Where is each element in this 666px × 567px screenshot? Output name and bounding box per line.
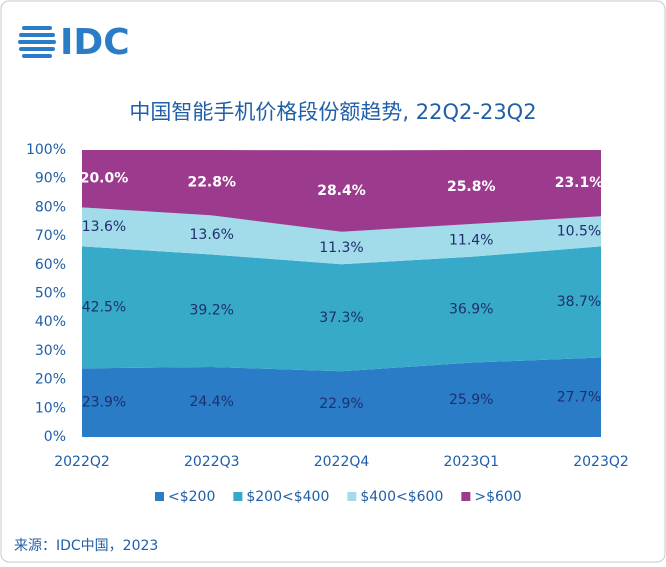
y-tick-label: 30% bbox=[35, 343, 66, 359]
area bbox=[82, 357, 601, 437]
y-tick-label: 80% bbox=[35, 199, 66, 215]
x-tick-label: 2023Q1 bbox=[443, 454, 499, 470]
data-label: 13.6% bbox=[190, 227, 234, 243]
legend-label: $400<$600 bbox=[360, 489, 443, 505]
data-label: 10.5% bbox=[557, 223, 601, 239]
y-tick-label: 60% bbox=[35, 257, 66, 273]
y-tick-label: 20% bbox=[35, 372, 66, 388]
x-tick-label: 2022Q2 bbox=[54, 454, 110, 470]
x-tick-label: 2022Q4 bbox=[314, 454, 370, 470]
chart-title: 中国智能手机价格段份额趋势, 22Q2-23Q2 bbox=[129, 100, 536, 124]
data-label: 36.9% bbox=[449, 302, 493, 318]
data-label: 11.3% bbox=[319, 240, 363, 256]
data-label: 23.9% bbox=[82, 395, 126, 411]
legend-label: $200<$400 bbox=[246, 489, 329, 505]
area bbox=[82, 150, 601, 232]
legend-swatch bbox=[347, 492, 357, 501]
y-tick-label: 50% bbox=[35, 286, 66, 302]
area bbox=[82, 246, 601, 372]
data-label: 20.0% bbox=[80, 171, 129, 187]
data-label: 25.8% bbox=[447, 179, 496, 195]
data-label: 27.7% bbox=[557, 389, 601, 405]
data-label: 39.2% bbox=[190, 303, 234, 319]
data-label: 24.4% bbox=[190, 394, 234, 410]
data-label: 22.9% bbox=[319, 396, 363, 412]
source: 来源：IDC中国，2023 bbox=[14, 538, 158, 554]
x-tick-label: 2022Q3 bbox=[184, 454, 240, 470]
legend-swatch bbox=[461, 492, 471, 501]
legend-label: <$200 bbox=[168, 489, 215, 505]
data-label: 23.1% bbox=[555, 175, 604, 191]
data-label: 37.3% bbox=[319, 310, 363, 326]
data-label: 25.9% bbox=[449, 392, 493, 408]
y-tick-label: 90% bbox=[35, 171, 66, 187]
y-tick-label: 40% bbox=[35, 314, 66, 330]
data-label: 42.5% bbox=[82, 299, 126, 315]
logo-icon bbox=[18, 26, 56, 58]
area bbox=[82, 207, 601, 265]
legend-swatch bbox=[233, 492, 243, 501]
data-label: 38.7% bbox=[557, 294, 601, 310]
data-label: 13.6% bbox=[82, 219, 126, 235]
y-tick-label: 10% bbox=[35, 400, 66, 416]
y-tick-label: 100% bbox=[26, 142, 66, 158]
y-tick-label: 0% bbox=[44, 429, 66, 445]
data-label: 28.4% bbox=[317, 183, 366, 199]
data-label: 22.8% bbox=[187, 175, 236, 191]
logo-text: IDC bbox=[60, 22, 130, 63]
x-tick-label: 2023Q2 bbox=[573, 454, 629, 470]
y-tick-label: 70% bbox=[35, 228, 66, 244]
data-label: 11.4% bbox=[449, 232, 493, 248]
legend-label: >$600 bbox=[474, 489, 521, 505]
legend-swatch bbox=[155, 492, 164, 501]
